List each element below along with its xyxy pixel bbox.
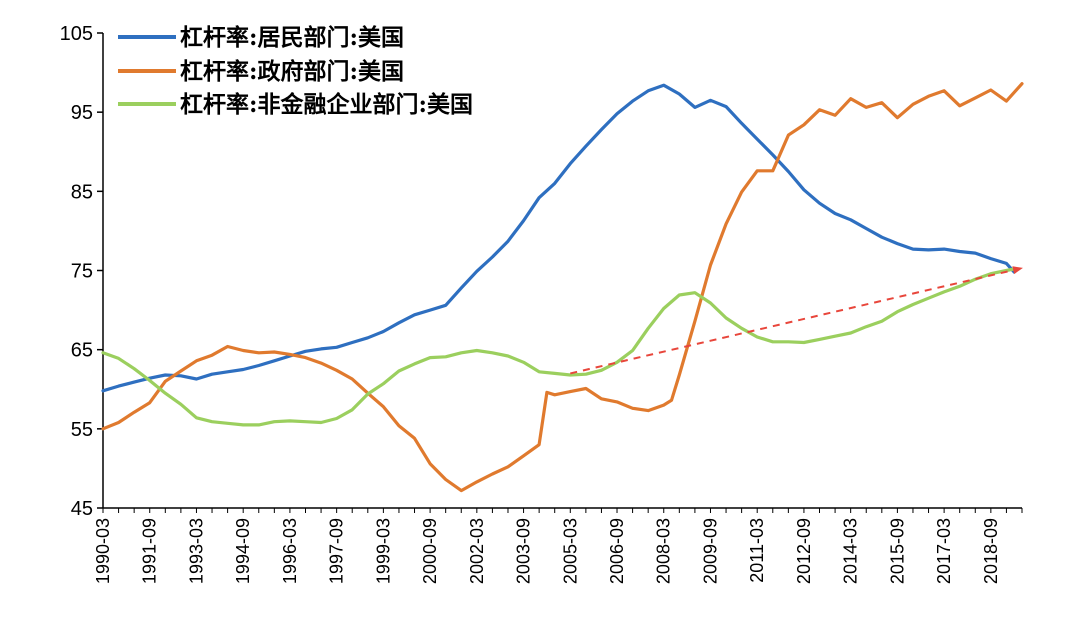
x-tick-label: 1997-09 (327, 518, 347, 584)
x-tick-label: 2018-09 (981, 518, 1001, 584)
legend-item-corporate: 杠杆率:非金融企业部门:美国 (118, 91, 473, 118)
x-tick-label: 2011-03 (747, 518, 767, 583)
legend-item-government: 杠杆率:政府部门:美国 (118, 58, 404, 85)
x-tick-label: 1994-09 (233, 518, 253, 584)
x-tick-label: 2003-09 (514, 518, 534, 584)
x-tick-label: 1999-03 (373, 518, 393, 584)
y-tick-label: 65 (71, 340, 93, 362)
x-tick-label: 2006-09 (607, 518, 627, 584)
trend-arrow (570, 266, 1023, 375)
legend-label-household: 杠杆率:居民部门:美国 (180, 24, 404, 51)
series-line-corporate (101, 267, 1016, 427)
series-line-government (101, 82, 1024, 493)
y-tick-label: 105 (60, 23, 93, 45)
x-tick-label: 2014-03 (841, 518, 861, 584)
series-line-household (101, 83, 1016, 393)
legend: 杠杆率:居民部门:美国 杠杆率:政府部门:美国 杠杆率:非金融企业部门:美国 (118, 24, 473, 118)
x-tick-label: 2000-09 (420, 518, 440, 584)
x-tick-label: 2009-09 (700, 518, 720, 584)
x-tick-label: 1993-03 (186, 518, 206, 584)
y-tick-label: 85 (71, 181, 93, 203)
x-tick-label: 1996-03 (280, 518, 300, 584)
y-tick-label: 75 (71, 261, 93, 283)
x-axis: 1990-03 1991-09 1993-03 1994-09 1996-03 1997-… (93, 507, 1023, 584)
annotation-layer (570, 266, 1023, 375)
x-tick-label: 2012-09 (794, 518, 814, 584)
y-axis: 45 55 65 75 85 95 105 (60, 23, 104, 520)
x-tick-label: 1990-03 (93, 518, 113, 584)
series-layer (101, 82, 1024, 493)
y-tick-label: 55 (71, 419, 93, 441)
legend-label-government: 杠杆率:政府部门:美国 (180, 58, 404, 85)
legend-item-household: 杠杆率:居民部门:美国 (118, 24, 404, 51)
y-tick-label: 95 (71, 102, 93, 124)
x-tick-label: 1991-09 (140, 518, 160, 584)
x-tick-label: 2005-03 (560, 518, 580, 584)
x-tick-label: 2002-03 (467, 518, 487, 584)
legend-label-corporate: 杠杆率:非金融企业部门:美国 (180, 91, 473, 118)
x-tick-label: 2008-03 (654, 518, 674, 584)
x-tick-label: 2017-03 (934, 518, 954, 584)
x-tick-label: 2015-09 (887, 518, 907, 584)
y-tick-label: 45 (71, 498, 93, 520)
